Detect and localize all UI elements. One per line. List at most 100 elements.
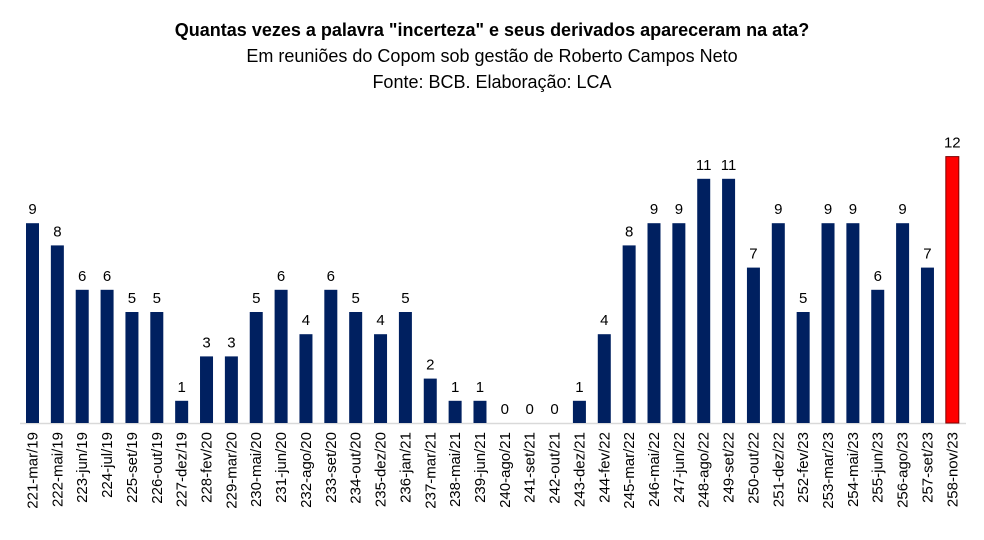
bar (75, 289, 89, 423)
data-label: 9 (898, 201, 906, 218)
data-label: 3 (202, 334, 210, 351)
data-label: 9 (28, 201, 36, 218)
x-tick-label: 254-mai/23 (845, 432, 862, 507)
data-label: 6 (327, 268, 335, 285)
x-tick-label: 256-ago/23 (895, 432, 912, 508)
x-tick-label: 248-ago/22 (696, 432, 713, 508)
bar (597, 334, 611, 423)
x-tick-label: 241-set/21 (522, 432, 539, 503)
x-tick-label: 247-jun/22 (671, 432, 688, 503)
bar (374, 334, 388, 423)
data-label: 3 (227, 334, 235, 351)
x-tick-label: 222-mai/19 (49, 432, 66, 507)
x-tick-label: 243-dez/21 (571, 432, 588, 507)
bar (423, 378, 437, 423)
x-tick-label: 236-jan/21 (397, 432, 414, 503)
x-tick-label: 252-fev/23 (795, 432, 812, 503)
data-label: 1 (476, 379, 484, 396)
data-label: 9 (774, 201, 782, 218)
bar (249, 312, 263, 423)
bar (896, 223, 910, 423)
data-label: 1 (451, 379, 459, 396)
data-label: 4 (376, 312, 384, 329)
x-tick-label: 235-dez/20 (373, 432, 390, 507)
data-label: 0 (501, 401, 509, 418)
data-label: 5 (128, 290, 136, 307)
x-tick-label: 233-set/20 (323, 432, 340, 503)
data-label: 7 (923, 246, 931, 263)
bar (771, 223, 785, 423)
bar (125, 312, 139, 423)
x-tick-label: 249-set/22 (721, 432, 738, 503)
x-tick-label: 250-out/22 (745, 432, 762, 504)
x-tick-label: 229-mar/20 (223, 432, 240, 509)
x-tick-label: 257-set/23 (919, 432, 936, 503)
bar (448, 400, 462, 423)
x-tick-label: 226-out/19 (149, 432, 166, 504)
bar (572, 400, 586, 423)
x-tick-label: 230-mai/20 (248, 432, 265, 507)
data-label: 6 (103, 268, 111, 285)
x-tick-label: 244-fev/22 (596, 432, 613, 503)
x-tick-label: 251-dez/22 (770, 432, 787, 507)
bar (796, 312, 810, 423)
x-tick-label: 223-jun/19 (74, 432, 91, 503)
data-label: 4 (302, 312, 310, 329)
data-label: 6 (277, 268, 285, 285)
data-label: 9 (675, 201, 683, 218)
x-tick-label: 234-out/20 (348, 432, 365, 504)
data-label: 5 (153, 290, 161, 307)
x-tick-label: 245-mar/22 (621, 432, 638, 509)
chart-subtitle: Em reuniões do Copom sob gestão de Rober… (246, 46, 738, 66)
bar (274, 289, 288, 423)
data-label: 5 (799, 290, 807, 307)
data-label: 5 (401, 290, 409, 307)
bar (398, 312, 412, 423)
x-tick-label: 255-jun/23 (870, 432, 887, 503)
bar (224, 356, 238, 423)
data-label: 6 (874, 268, 882, 285)
data-label: 0 (550, 401, 558, 418)
x-tick-label: 238-mai/21 (447, 432, 464, 507)
data-label: 12 (944, 135, 961, 152)
bar (175, 400, 189, 423)
bar (846, 223, 860, 423)
bar (697, 178, 711, 423)
bar (672, 223, 686, 423)
x-tick-label: 237-mar/21 (422, 432, 439, 509)
bar (920, 267, 934, 423)
bar (26, 223, 39, 423)
bar (349, 312, 363, 423)
bar (622, 245, 636, 423)
x-tick-label: 231-jun/20 (273, 432, 290, 503)
bar (871, 289, 885, 423)
bar (821, 223, 835, 423)
x-tick-label: 224-jul/19 (99, 432, 116, 498)
data-label: 1 (575, 379, 583, 396)
data-label: 8 (625, 223, 633, 240)
x-tick-label: 253-mar/23 (820, 432, 837, 509)
data-label: 9 (824, 201, 832, 218)
data-label: 5 (252, 290, 260, 307)
x-tick-label: 239-jun/21 (472, 432, 489, 503)
bar (647, 223, 661, 423)
data-label: 11 (696, 157, 712, 174)
data-label: 6 (78, 268, 86, 285)
x-tick-label: 228-fev/20 (199, 432, 216, 503)
bar (473, 400, 487, 423)
x-tick-label: 246-mai/22 (646, 432, 663, 507)
data-label: 4 (600, 312, 608, 329)
data-label: 11 (721, 157, 737, 174)
data-label: 7 (749, 246, 757, 263)
data-label: 5 (352, 290, 360, 307)
x-tick-label: 242-out/21 (547, 432, 564, 504)
data-label: 9 (650, 201, 658, 218)
x-tick-label: 221-mar/19 (25, 432, 42, 509)
data-label: 8 (53, 223, 61, 240)
bar (746, 267, 760, 423)
bar (722, 178, 736, 423)
data-label: 0 (526, 401, 534, 418)
data-label: 2 (426, 357, 434, 374)
data-label: 1 (177, 379, 185, 396)
